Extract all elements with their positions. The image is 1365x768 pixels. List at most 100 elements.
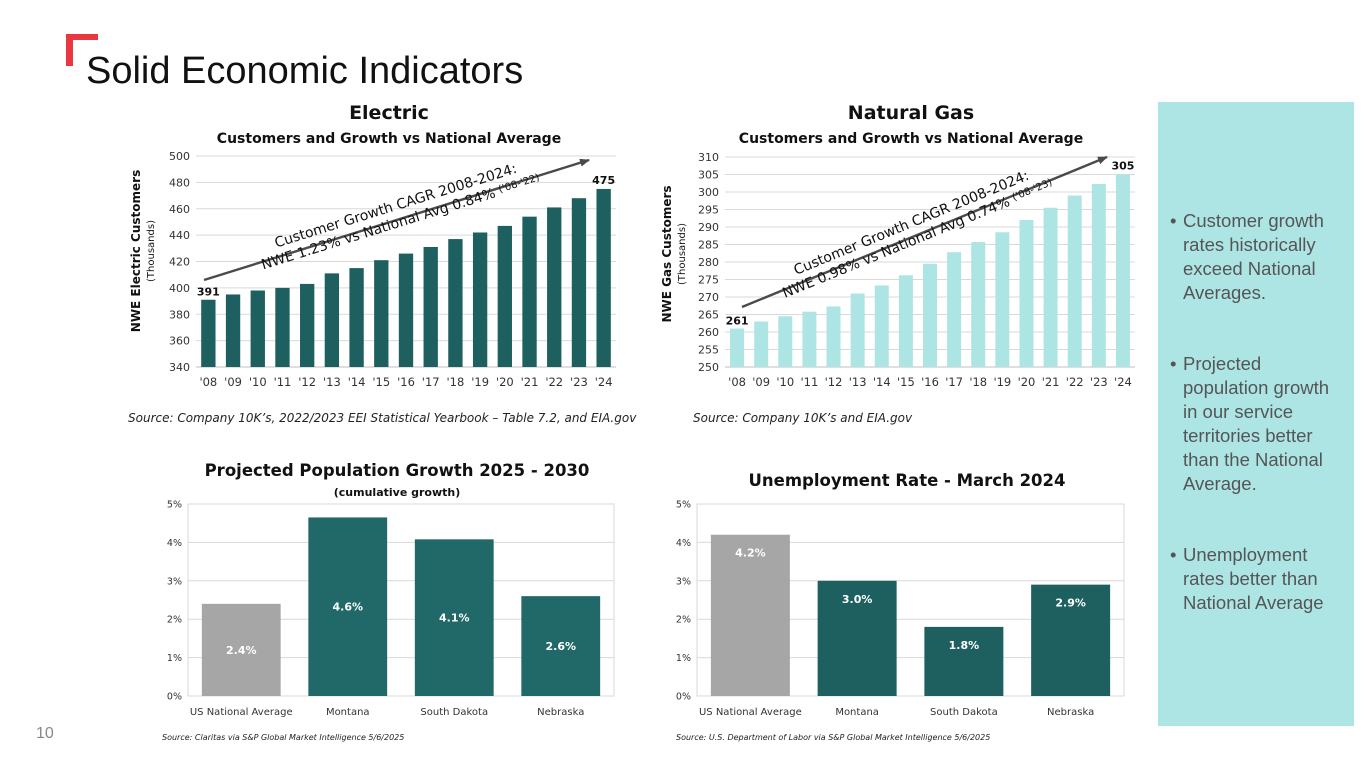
y-tick-label: 500 <box>169 150 190 163</box>
key-points-panel <box>1158 102 1354 726</box>
bar-0 <box>730 328 745 367</box>
x-tick-label: Nebraska <box>537 707 584 718</box>
chart-title: Projected Population Growth 2025 - 2030 <box>205 461 590 480</box>
bar-11 <box>472 232 488 367</box>
y-tick-label: 3% <box>167 576 182 587</box>
bar-15 <box>571 198 587 367</box>
bar-2 <box>250 290 265 367</box>
bar-7 <box>898 275 913 367</box>
bar-13 <box>522 216 537 367</box>
y-axis-unit: (Thousands) <box>677 223 688 285</box>
x-tick-label: Montana <box>326 707 370 718</box>
bar-value-label: 2.4% <box>226 644 257 657</box>
y-tick-label: 300 <box>698 186 719 199</box>
y-tick-label: 400 <box>169 282 190 295</box>
plot-frame <box>187 503 615 697</box>
chart-subtitle: (cumulative growth) <box>334 486 461 499</box>
bar-11 <box>995 232 1010 367</box>
bar-2 <box>414 539 494 696</box>
bar-9 <box>423 246 438 367</box>
bar-value-label: 3.0% <box>842 593 873 606</box>
chart-subtitle: Customers and Growth vs National Average <box>217 131 561 147</box>
x-tick-label: South Dakota <box>930 707 998 718</box>
bullet-population-growth: • Projected population growth in our ser… <box>1170 352 1346 496</box>
bar-4 <box>300 283 315 367</box>
bar-value-label: 4.1% <box>439 612 470 625</box>
y-tick-label: 305 <box>698 169 719 182</box>
bullet-unemployment: • Unemployment rates better than Nationa… <box>1170 543 1346 615</box>
y-tick-label: 255 <box>698 344 719 357</box>
y-tick-label: 260 <box>698 326 719 339</box>
y-tick-label: 270 <box>698 291 719 304</box>
source-note: Source: Company 10K’s and EIA.gov <box>693 411 913 425</box>
y-tick-label: 1% <box>167 653 182 664</box>
x-tick-label: '08 <box>199 375 217 389</box>
bar-10 <box>448 239 463 367</box>
plot-frame <box>696 503 1125 697</box>
bar-value-label: 4.2% <box>735 547 766 560</box>
x-tick-label: '12 <box>825 375 843 389</box>
y-tick-label: 5% <box>167 500 182 511</box>
bar-16 <box>1115 174 1130 367</box>
bar-6 <box>349 268 364 367</box>
x-tick-label: '20 <box>496 375 514 389</box>
x-tick-label: US National Average <box>699 707 802 718</box>
data-label-first: 261 <box>726 315 749 328</box>
bar-0 <box>710 534 790 696</box>
x-tick-label: '19 <box>471 375 489 389</box>
x-tick-label: '15 <box>897 375 915 389</box>
data-label-last: 475 <box>592 174 615 187</box>
x-tick-label: '21 <box>521 375 539 389</box>
x-tick-label: '12 <box>298 375 316 389</box>
bar-8 <box>923 263 937 367</box>
bullet-text: Unemployment rates better than National … <box>1183 544 1324 613</box>
bullet-marker: • <box>1170 353 1177 374</box>
trend-arrow <box>741 155 1108 309</box>
bar-14 <box>1067 195 1082 367</box>
chart-title: Unemployment Rate - March 2024 <box>749 471 1066 490</box>
bar-12 <box>497 225 512 367</box>
bar-13 <box>1043 207 1058 367</box>
logo-corner-mark <box>66 34 98 66</box>
gas-customers-chart: Natural Gas Customers and Growth vs Natio… <box>660 102 1135 425</box>
x-tick-label: '21 <box>1042 375 1060 389</box>
x-tick-label: '22 <box>1066 375 1084 389</box>
y-tick-label: 360 <box>169 335 190 348</box>
x-tick-label: '17 <box>945 375 963 389</box>
x-tick-label: '08 <box>728 375 746 389</box>
bar-value-label: 2.9% <box>1055 597 1086 610</box>
bar-3 <box>1031 584 1111 696</box>
chart-subtitle: Customers and Growth vs National Average <box>739 131 1083 147</box>
source-note: Source: Claritas via S&P Global Market I… <box>162 733 404 742</box>
x-tick-label: '24 <box>1114 375 1132 389</box>
y-axis-label: NWE Gas Customers <box>660 185 674 322</box>
trend-arrow <box>203 158 590 282</box>
bar-15 <box>1091 183 1106 367</box>
bar-1 <box>225 294 241 367</box>
electric-customers-chart: Electric Customers and Growth vs National… <box>128 102 637 425</box>
bar-0 <box>201 603 281 696</box>
bar-5 <box>324 273 340 367</box>
chart-title: Electric <box>349 102 429 124</box>
y-tick-label: 295 <box>698 204 719 217</box>
population-growth-chart: Projected Population Growth 2025 - 2030 (… <box>162 461 615 742</box>
bar-3 <box>802 311 817 367</box>
y-tick-label: 0% <box>676 692 691 703</box>
x-tick-label: '16 <box>921 375 939 389</box>
page-number: 10 <box>36 725 54 742</box>
x-tick-label: '24 <box>595 375 613 389</box>
x-tick-label: '11 <box>274 375 292 389</box>
x-tick-label: '19 <box>993 375 1011 389</box>
y-tick-label: 250 <box>698 361 719 374</box>
logo-corner-shape <box>66 34 98 66</box>
x-tick-label: '20 <box>1018 375 1036 389</box>
bullet-customer-growth: • Customer growth rates historically exc… <box>1170 209 1346 305</box>
y-axis-label: NWE Electric Customers <box>129 170 143 332</box>
bar-0 <box>201 299 216 367</box>
y-tick-label: 2% <box>676 615 691 626</box>
x-tick-label: '15 <box>372 375 390 389</box>
y-tick-label: 0% <box>167 692 182 703</box>
slide-title: Solid Economic Indicators <box>86 50 524 92</box>
x-tick-label: '22 <box>545 375 563 389</box>
